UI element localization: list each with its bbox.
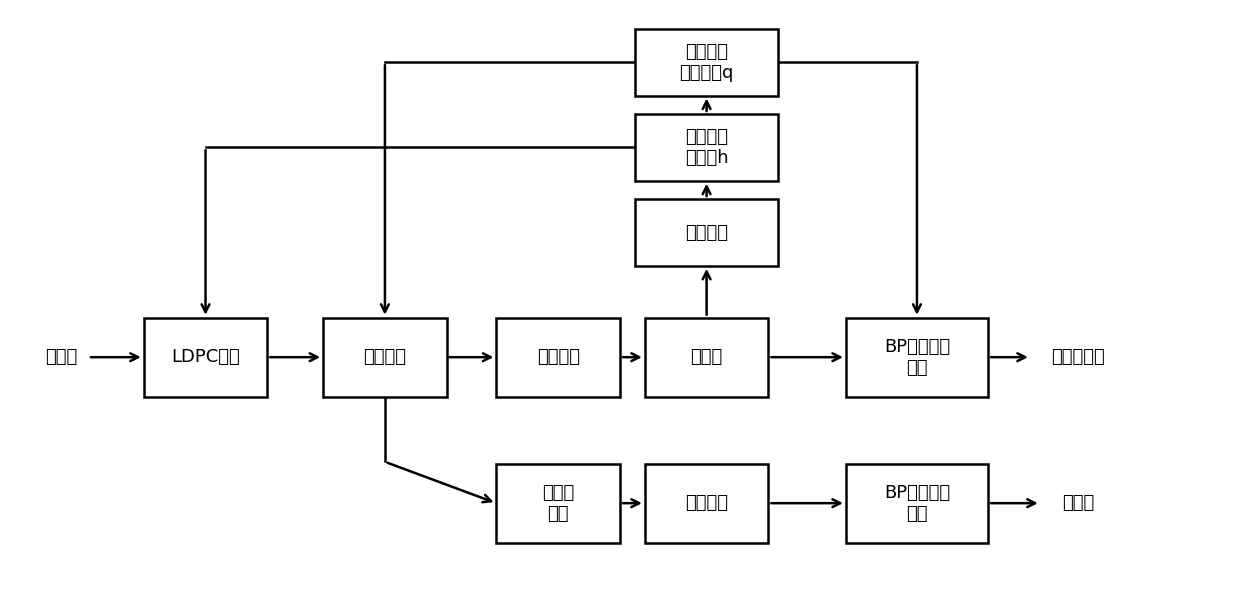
Text: 主信道: 主信道	[691, 348, 723, 366]
Text: 发送端: 发送端	[45, 348, 77, 366]
FancyBboxPatch shape	[635, 29, 777, 96]
Text: 合法接收端: 合法接收端	[1050, 348, 1105, 366]
FancyBboxPatch shape	[645, 464, 769, 543]
FancyBboxPatch shape	[144, 318, 268, 397]
Text: 窃听信道: 窃听信道	[686, 494, 728, 512]
FancyBboxPatch shape	[496, 318, 620, 397]
FancyBboxPatch shape	[846, 464, 988, 543]
FancyBboxPatch shape	[635, 199, 777, 266]
Text: 信道估计: 信道估计	[686, 224, 728, 241]
Text: 信道状态
信息矩阵q: 信道状态 信息矩阵q	[680, 43, 734, 82]
Text: BP译码算法
译码: BP译码算法 译码	[884, 484, 950, 522]
FancyBboxPatch shape	[635, 114, 777, 181]
Text: 窃听端: 窃听端	[1061, 494, 1094, 512]
Text: BP译码算法
译码: BP译码算法 译码	[884, 338, 950, 376]
FancyBboxPatch shape	[846, 318, 988, 397]
Text: 主信道状
态向量h: 主信道状 态向量h	[684, 128, 728, 167]
FancyBboxPatch shape	[496, 464, 620, 543]
FancyBboxPatch shape	[645, 318, 769, 397]
FancyBboxPatch shape	[324, 318, 446, 397]
Text: LDPC编码: LDPC编码	[171, 348, 239, 366]
Text: 非正交
噪声: 非正交 噪声	[542, 484, 574, 522]
Text: 正交噪声: 正交噪声	[537, 348, 579, 366]
Text: 人工加扰: 人工加扰	[363, 348, 407, 366]
